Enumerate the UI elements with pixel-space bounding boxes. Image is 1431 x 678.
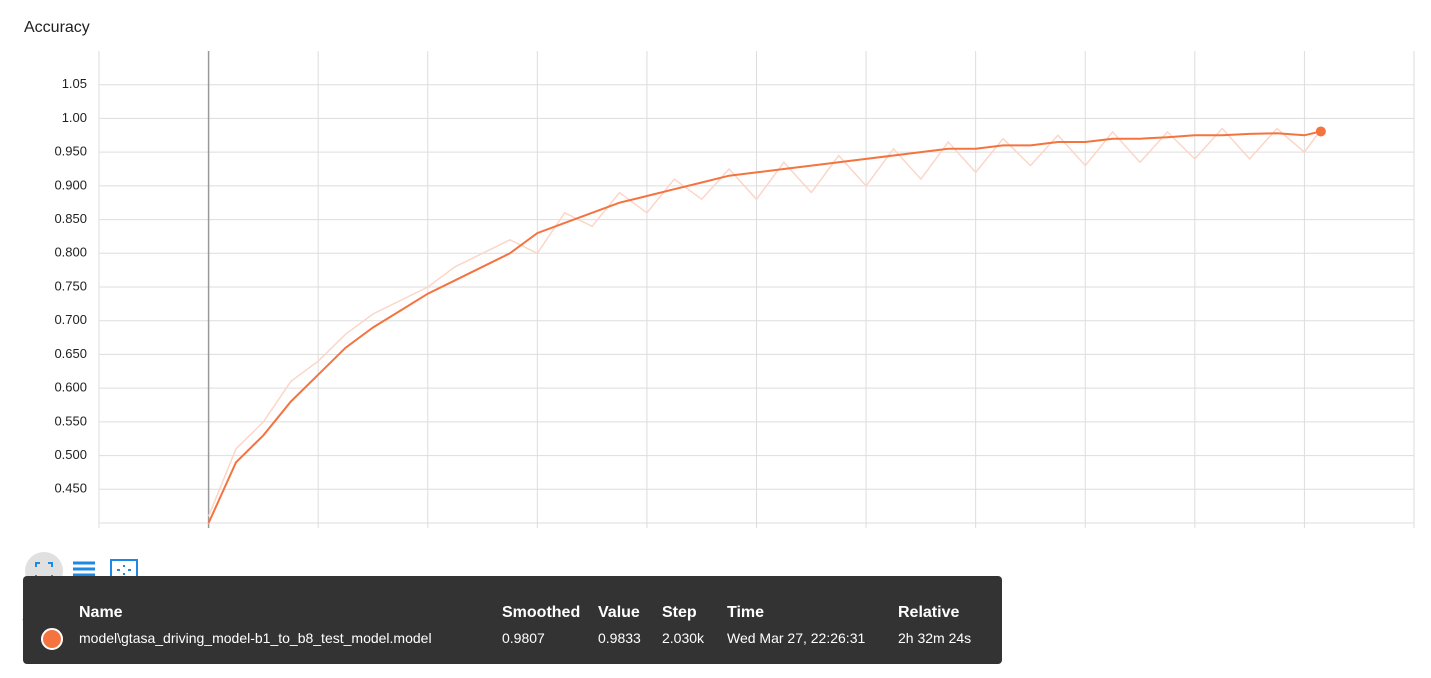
tooltip-header: Smoothed [502, 604, 581, 621]
toggle-log-button[interactable] [70, 556, 100, 586]
tooltip-header: Time [727, 604, 765, 621]
series-line [207, 127, 1322, 517]
y-tick-label: 0.800 [54, 245, 87, 260]
tooltip-cell: model\gtasa_driving_model-b1_to_b8_test_… [79, 630, 432, 646]
y-tick-label: 0.850 [54, 211, 87, 226]
tooltip: Name model\gtasa_driving_model-b1_to_b8_t… [23, 576, 1002, 664]
hover-point [1315, 126, 1326, 137]
tooltip-header: Name [79, 604, 123, 621]
y-tick-label: 0.750 [54, 278, 87, 293]
y-tick-label: 0.500 [54, 447, 87, 462]
tooltip-header: Step [662, 604, 697, 621]
tooltip-cell: 0.9833 [598, 630, 641, 646]
series-line [207, 130, 1322, 524]
tooltip-cell: 0.9807 [502, 630, 545, 646]
tooltip-cell: Wed Mar 27, 22:26:31 [727, 630, 866, 646]
y-tick-label: 1.05 [62, 76, 87, 91]
tooltip-header: Relative [898, 604, 960, 621]
y-tick-label: 0.700 [54, 312, 87, 327]
y-tick-label: 1.00 [62, 110, 87, 125]
y-tick-label: 0.950 [54, 144, 87, 159]
y-tick-label: 0.900 [54, 177, 87, 192]
y-tick-label: 0.450 [54, 481, 87, 496]
tooltip-cell: 2.030k [662, 630, 705, 646]
y-tick-label: 0.650 [54, 346, 87, 361]
chart-title: Accuracy [24, 19, 90, 36]
y-tick-label: 0.550 [54, 413, 87, 428]
tooltip-header: Value [598, 604, 640, 621]
chart: Accuracy 0.450 0.500 0.550 0.600 0.650 0.700 0… [24, 19, 1415, 528]
series-swatch [41, 628, 63, 650]
tooltip-cell: 2h 32m 24s [898, 630, 972, 646]
y-tick-label: 0.600 [54, 380, 87, 395]
